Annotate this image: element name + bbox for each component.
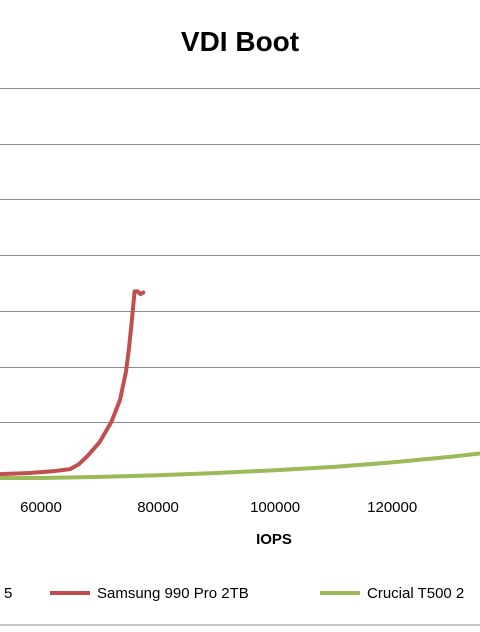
series-line-2 (0, 451, 480, 480)
legend: 5 Samsung 990 Pro 2TB Crucial T500 2 (4, 585, 464, 602)
grid-lines (0, 88, 480, 423)
x-axis-title: IOPS (256, 531, 292, 548)
legend-label-0: 5 (4, 585, 12, 602)
legend-label-1: Samsung 990 Pro 2TB (97, 585, 249, 602)
x-tick-label-3: 120000 (367, 499, 417, 516)
x-tick-label-1: 80000 (137, 499, 179, 516)
legend-label-2: Crucial T500 2 (367, 585, 464, 602)
series-line-1 (0, 289, 146, 477)
chart-title: VDI Boot (181, 26, 299, 57)
x-axis-tick-labels: 60000 80000 100000 120000 (20, 499, 417, 516)
series-lines (0, 289, 480, 480)
x-tick-label-0: 60000 (20, 499, 62, 516)
x-tick-label-2: 100000 (250, 499, 300, 516)
